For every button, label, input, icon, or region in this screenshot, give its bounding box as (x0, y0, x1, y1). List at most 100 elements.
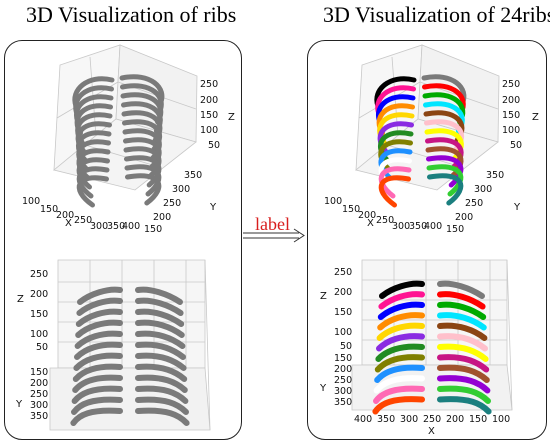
x-tick: 150 (469, 414, 487, 425)
y-tick: 300 (334, 386, 352, 397)
z-axis-ticks: 250 200 150 100 50 Z (320, 267, 352, 352)
rib (426, 164, 464, 197)
rib (71, 385, 123, 404)
x-axis-label: X (428, 426, 435, 437)
x-tick: 200 (358, 210, 376, 221)
arrow-label: label (255, 214, 290, 234)
x-tick: 400 (424, 221, 442, 232)
rib (135, 297, 184, 316)
y-axis-label: Y (15, 399, 23, 410)
z-tick: 200 (200, 95, 218, 106)
rib (372, 396, 425, 415)
rib (437, 280, 485, 299)
y-axis-ticks: 350 300 250 200 150 Y (144, 170, 217, 232)
rib (437, 375, 491, 394)
x-tick: 350 (409, 221, 427, 232)
labeled-rib-group (374, 74, 467, 208)
y-tick: 350 (334, 397, 352, 408)
y-axis-ticks: 150 200 250 300 350 Y (15, 367, 48, 422)
label-arrow (243, 228, 305, 243)
x-tick: 150 (40, 204, 58, 215)
rib (76, 297, 123, 316)
y-axis-label: Y (209, 202, 217, 213)
y-axis-label: Y (513, 202, 521, 213)
rib (124, 164, 162, 197)
z-tick: 200 (502, 95, 520, 106)
rib (377, 301, 425, 320)
z-axis-label: Z (532, 112, 539, 123)
rib (73, 352, 123, 371)
rib (376, 322, 425, 341)
rib (135, 319, 185, 338)
z-tick: 100 (200, 125, 218, 136)
y-tick: 350 (486, 170, 504, 181)
x-tick: 400 (122, 221, 140, 232)
z-tick: 100 (502, 125, 520, 136)
rib (437, 301, 487, 320)
rib (427, 173, 464, 206)
rib (378, 291, 425, 310)
rib (376, 333, 425, 352)
x-tick: 100 (324, 196, 342, 207)
z-tick: 250 (334, 267, 352, 278)
rib (135, 407, 190, 426)
y-tick: 150 (144, 224, 162, 232)
left-bottom-3d-plot: 250 200 150 100 50 Z 150 200 250 300 350… (15, 259, 211, 431)
rib (135, 385, 189, 404)
rib (135, 363, 188, 382)
rib (377, 312, 425, 331)
x-tick: 350 (377, 414, 395, 425)
z-axis-ticks: 250 200 150 100 50 Z (502, 79, 539, 151)
rib (374, 364, 425, 383)
y-axis-label: Y (319, 383, 327, 394)
z-axis-label: Z (17, 294, 24, 305)
right-top-3d-plot: 250 200 150 100 50 Z 350 300 250 200 150… (324, 44, 539, 232)
x-axis-ticks: 400 350 300 250 200 150 100 X (354, 414, 510, 437)
x-tick: 350 (107, 221, 125, 232)
y-axis-ticks: 150 200 250 300 350 Y (319, 353, 352, 408)
rib (76, 166, 110, 199)
y-tick: 150 (334, 353, 352, 364)
left-top-3d-plot: 250 200 150 100 50 Z 350 300 250 200 150… (22, 44, 235, 232)
x-axis-ticks: 100 150 200 250 300 350 400 X (324, 196, 442, 232)
z-tick: 50 (510, 140, 522, 151)
y-tick: 200 (153, 212, 171, 223)
rib-cloud-group (72, 74, 165, 208)
x-tick: 250 (74, 215, 92, 226)
y-tick: 250 (334, 375, 352, 386)
x-tick: 250 (376, 215, 394, 226)
rib (76, 175, 109, 208)
rib (378, 166, 412, 199)
z-tick: 250 (30, 269, 48, 280)
z-tick: 250 (200, 79, 218, 90)
rib (72, 363, 123, 382)
x-tick: 200 (56, 210, 74, 221)
rib (437, 312, 487, 331)
x-tick: 100 (492, 414, 510, 425)
rib (437, 333, 488, 352)
z-axis-label: Z (228, 112, 235, 123)
rib (75, 319, 123, 338)
y-axis-ticks: 350 300 250 200 150 Y (446, 170, 521, 232)
left-title: 3D Visualization of ribs (26, 2, 237, 27)
labeled-rib-group (372, 280, 492, 415)
y-tick: 250 (163, 198, 181, 209)
rib (437, 354, 490, 373)
z-axis-ticks: 250 200 150 100 50 Z (17, 269, 48, 353)
x-tick: 200 (446, 414, 464, 425)
z-tick: 50 (340, 341, 352, 352)
y-tick: 300 (172, 184, 190, 195)
rib (74, 341, 123, 360)
rib (374, 354, 425, 373)
z-tick: 250 (502, 79, 520, 90)
rib (437, 396, 492, 415)
rib (373, 375, 425, 394)
rib (375, 343, 425, 362)
rib (70, 407, 123, 426)
rib (135, 308, 185, 327)
rib (437, 385, 491, 404)
y-tick: 250 (30, 389, 48, 400)
y-tick: 300 (474, 184, 492, 195)
z-tick: 100 (30, 329, 48, 340)
